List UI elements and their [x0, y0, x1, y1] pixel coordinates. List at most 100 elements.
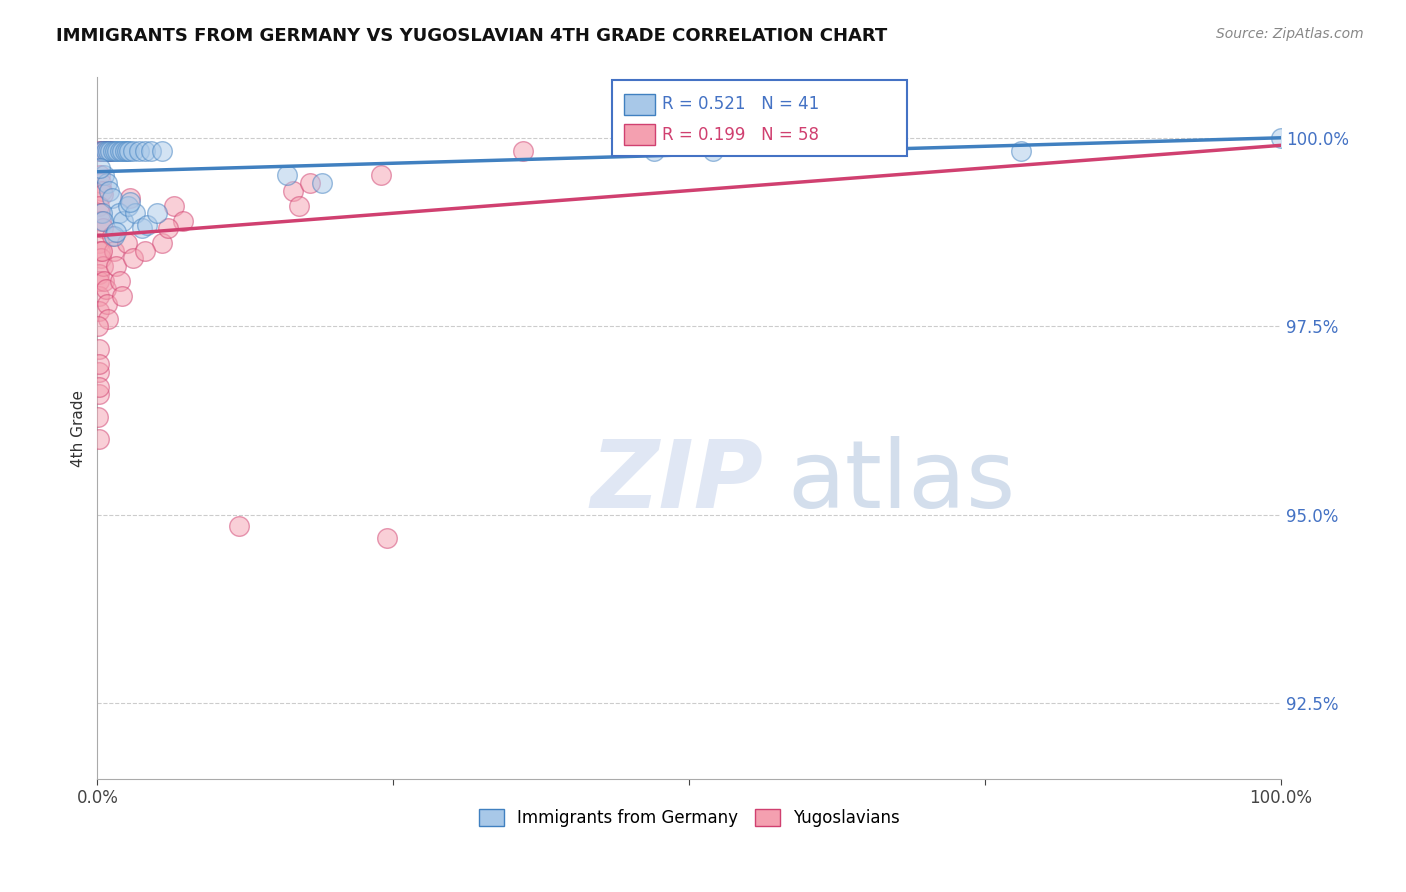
- Point: [100, 228, 122, 243]
- Point: [91, 187, 114, 202]
- Point: [276, 169, 298, 183]
- Point: [105, 259, 128, 273]
- Point: [97, 145, 120, 159]
- Text: R = 0.521   N = 41: R = 0.521 N = 41: [662, 95, 820, 113]
- Point: [118, 145, 141, 159]
- Point: [1010, 145, 1032, 159]
- Point: [121, 252, 143, 266]
- Point: [94, 145, 117, 159]
- Point: [98, 184, 121, 198]
- Point: [112, 213, 135, 227]
- Point: [93, 145, 115, 159]
- Point: [96, 176, 118, 190]
- Point: [94, 282, 117, 296]
- Point: [111, 145, 134, 159]
- Point: [89, 244, 111, 258]
- Point: [114, 145, 136, 159]
- Point: [91, 145, 114, 159]
- Point: [120, 191, 142, 205]
- Point: [152, 145, 174, 159]
- Point: [121, 145, 143, 159]
- Point: [91, 221, 114, 235]
- Point: [128, 145, 150, 159]
- Point: [90, 252, 112, 266]
- Point: [90, 145, 112, 159]
- Point: [90, 213, 112, 227]
- Point: [98, 145, 121, 159]
- Point: [91, 145, 114, 159]
- Point: [115, 145, 138, 159]
- Point: [96, 145, 118, 159]
- Point: [107, 206, 129, 220]
- Point: [93, 169, 115, 183]
- Point: [103, 228, 125, 243]
- Point: [100, 191, 122, 205]
- Point: [124, 206, 146, 220]
- Point: [281, 184, 304, 198]
- Point: [299, 176, 322, 190]
- Point: [91, 206, 114, 220]
- Point: [97, 145, 120, 159]
- Point: [311, 176, 333, 190]
- Point: [152, 236, 174, 251]
- Text: IMMIGRANTS FROM GERMANY VS YUGOSLAVIAN 4TH GRADE CORRELATION CHART: IMMIGRANTS FROM GERMANY VS YUGOSLAVIAN 4…: [56, 27, 887, 45]
- Point: [115, 236, 138, 251]
- Point: [1270, 130, 1292, 145]
- Point: [89, 304, 111, 318]
- Point: [87, 365, 110, 379]
- Y-axis label: 4th Grade: 4th Grade: [72, 390, 86, 467]
- Point: [157, 221, 180, 235]
- Point: [89, 145, 111, 159]
- Point: [96, 296, 118, 310]
- Point: [90, 145, 112, 159]
- Point: [145, 206, 167, 220]
- Point: [104, 145, 127, 159]
- Point: [134, 145, 156, 159]
- Text: atlas: atlas: [787, 435, 1015, 528]
- Point: [98, 145, 121, 159]
- Point: [97, 311, 120, 326]
- Point: [87, 357, 110, 371]
- Point: [105, 225, 128, 239]
- Text: Source: ZipAtlas.com: Source: ZipAtlas.com: [1216, 27, 1364, 41]
- Point: [91, 259, 114, 273]
- Legend: Immigrants from Germany, Yugoslavians: Immigrants from Germany, Yugoslavians: [472, 802, 907, 834]
- Point: [512, 145, 534, 159]
- Point: [702, 145, 724, 159]
- Point: [89, 380, 111, 394]
- Point: [111, 289, 134, 303]
- Text: R = 0.199   N = 58: R = 0.199 N = 58: [662, 126, 820, 144]
- Point: [91, 184, 114, 198]
- Text: ZIP: ZIP: [591, 435, 763, 528]
- Point: [87, 387, 110, 401]
- Point: [89, 161, 111, 175]
- Point: [108, 274, 131, 288]
- Point: [117, 199, 139, 213]
- Point: [94, 145, 117, 159]
- Point: [107, 145, 129, 159]
- Point: [139, 145, 162, 159]
- Point: [87, 342, 110, 356]
- Point: [89, 274, 111, 288]
- Point: [93, 274, 115, 288]
- Point: [87, 289, 110, 303]
- Point: [136, 218, 159, 232]
- Point: [101, 145, 124, 159]
- Point: [87, 409, 110, 424]
- Point: [228, 519, 250, 533]
- Point: [91, 213, 114, 227]
- Point: [120, 194, 142, 209]
- Point: [87, 433, 110, 447]
- Point: [375, 531, 398, 545]
- Point: [108, 145, 131, 159]
- Point: [163, 199, 186, 213]
- Point: [87, 319, 110, 334]
- Point: [91, 244, 114, 258]
- Point: [89, 169, 111, 183]
- Point: [89, 236, 111, 251]
- Point: [643, 145, 665, 159]
- Point: [87, 267, 110, 281]
- Point: [90, 176, 112, 190]
- Point: [172, 213, 194, 227]
- Point: [98, 145, 121, 159]
